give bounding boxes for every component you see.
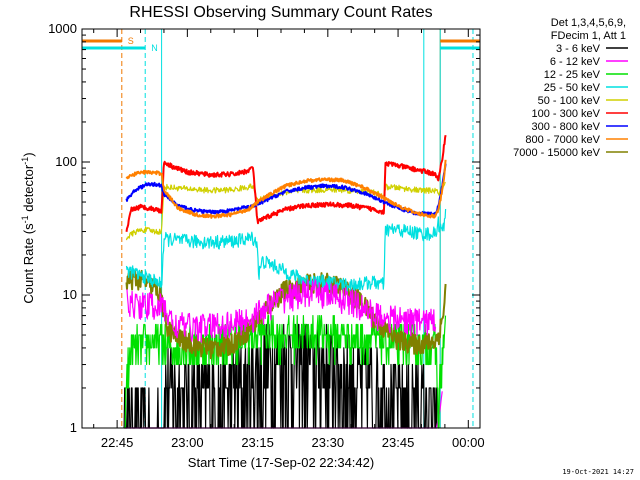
x-tick-label: 23:30 [312, 435, 345, 450]
y-tick-label: 10 [63, 287, 77, 302]
series-800-7000-kev-line [125, 159, 447, 219]
legend-header-1: Det 1,3,4,5,6,9, [551, 17, 626, 29]
legend-label-7000-15000-kev: 7000 - 15000 keV [513, 147, 601, 159]
timestamp: 19-Oct-2021 14:27 [562, 468, 634, 476]
y-tick-label: 1000 [48, 21, 77, 36]
legend-label-100-300-kev: 100 - 300 keV [532, 108, 601, 120]
series-50-100-kev-line [125, 181, 446, 241]
x-tick-label: 00:00 [452, 435, 485, 450]
y-tick-label: 100 [55, 154, 77, 169]
legend-label-6-12-kev: 6 - 12 keV [550, 56, 601, 68]
y-axis-label: Count Rate (s-1 detector-1) [20, 152, 36, 303]
x-tick-label: 23:15 [241, 435, 274, 450]
y-axis-label-part-1: Count Rate (s [21, 223, 36, 304]
axes: 1 10 100 1000 22:45 23:00 23:15 23:30 23:45 00:00 [48, 21, 484, 450]
series-7000-15000-kev-line [125, 269, 447, 360]
legend-header-2: FDecim 1, Att 1 [551, 30, 626, 42]
legend-label-12-25-kev: 12 - 25 keV [544, 69, 601, 81]
y-tick-label: 1 [70, 420, 77, 435]
series-100-300-kev-line [125, 134, 447, 232]
legend-label-3-6-kev: 3 - 6 keV [556, 43, 601, 55]
chart-title: RHESSI Observing Summary Count Rates [129, 4, 432, 21]
legend: Det 1,3,4,5,6,9,FDecim 1, Att 13 - 6 keV… [513, 17, 628, 159]
y-axis-label-exponent-1: -1 [20, 215, 30, 223]
legend-label-50-100-kev: 50 - 100 keV [538, 95, 601, 107]
series-25-50-kev-line [125, 208, 447, 292]
series-300-800-kev-line [125, 163, 447, 217]
plot-area: SN [82, 29, 480, 429]
legend-label-300-800-kev: 300 - 800 keV [532, 121, 601, 133]
y-axis-label-part-2: detector [21, 164, 36, 215]
y-axis-label-part-3: ) [21, 152, 36, 156]
legend-label-25-50-kev: 25 - 50 keV [544, 82, 601, 94]
flag-label-n: N [151, 43, 158, 53]
x-tick-label: 22:45 [101, 435, 134, 450]
x-axis-label: Start Time (17-Sep-02 22:34:42) [188, 455, 374, 470]
legend-label-800-7000-kev: 800 - 7000 keV [525, 134, 600, 146]
flag-label-s: S [128, 36, 134, 46]
series-6-12-kev-band-line [126, 278, 437, 343]
x-tick-label: 23:45 [382, 435, 415, 450]
x-tick-label: 23:00 [171, 435, 204, 450]
y-axis-label-exponent-2: -1 [20, 157, 30, 165]
